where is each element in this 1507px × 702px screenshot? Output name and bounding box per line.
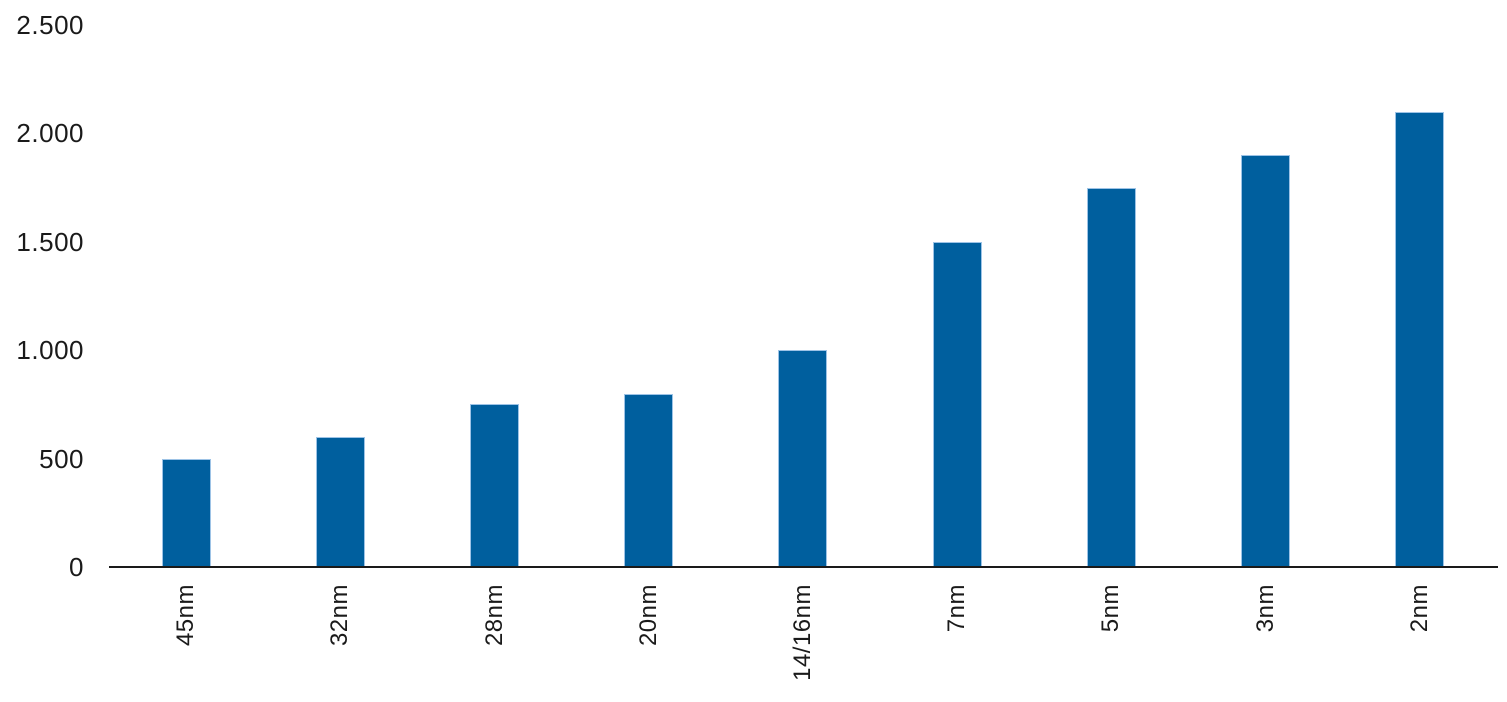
x-axis: 45nm 32nm 28nm 20nm 14/16nm 7nm 5nm 3nm 2nm <box>109 567 1497 702</box>
bar-slot <box>726 25 880 567</box>
x-tick-label: 28nm <box>480 584 508 647</box>
bar-2nm <box>1395 111 1445 567</box>
bar-5nm <box>1086 187 1136 567</box>
y-tick-label: 0 <box>69 552 84 582</box>
x-tick-cell: 3nm <box>1189 567 1343 702</box>
plot-area <box>109 25 1497 567</box>
x-tick-cell: 14/16nm <box>726 567 880 702</box>
bar-slot <box>572 25 726 567</box>
x-tick-cell: 20nm <box>572 567 726 702</box>
y-tick-label: 1.500 <box>16 226 84 257</box>
x-tick-label: 3nm <box>1251 584 1279 633</box>
bar-slot <box>417 25 571 567</box>
y-tick-label: 2.000 <box>16 118 84 149</box>
x-tick-label: 7nm <box>943 584 971 633</box>
x-tick-cell: 7nm <box>880 567 1034 702</box>
y-tick-label: 500 <box>39 443 84 474</box>
bar-3nm <box>1241 155 1291 567</box>
x-tick-label: 45nm <box>172 584 200 647</box>
y-tick-label: 1.000 <box>16 335 84 366</box>
y-tick-label: 2.500 <box>16 10 84 40</box>
bar-slot <box>109 25 263 567</box>
bar-slot <box>263 25 417 567</box>
x-axis-line <box>109 566 1498 568</box>
x-tick-label: 5nm <box>1097 584 1125 633</box>
x-tick-cell: 28nm <box>417 567 571 702</box>
bar-45nm <box>161 458 211 567</box>
bar-7nm <box>932 241 982 567</box>
bar-28nm <box>470 404 520 567</box>
x-tick-cell: 32nm <box>263 567 417 702</box>
bar-14/16nm <box>778 350 828 567</box>
x-tick-label: 32nm <box>326 584 354 647</box>
bar-slot <box>1343 25 1497 567</box>
bar-32nm <box>315 436 365 567</box>
x-tick-cell: 2nm <box>1343 567 1497 702</box>
x-tick-label: 20nm <box>634 584 662 647</box>
bar-slot <box>880 25 1034 567</box>
x-tick-cell: 45nm <box>109 567 263 702</box>
bar-slot <box>1189 25 1343 567</box>
bar-slot <box>1034 25 1188 567</box>
x-tick-label: 2nm <box>1405 584 1433 633</box>
x-tick-label: 14/16nm <box>788 584 816 681</box>
y-axis: 0 500 1.000 1.500 2.000 2.500 <box>0 0 84 702</box>
x-tick-cell: 5nm <box>1034 567 1188 702</box>
bar-20nm <box>624 393 674 567</box>
